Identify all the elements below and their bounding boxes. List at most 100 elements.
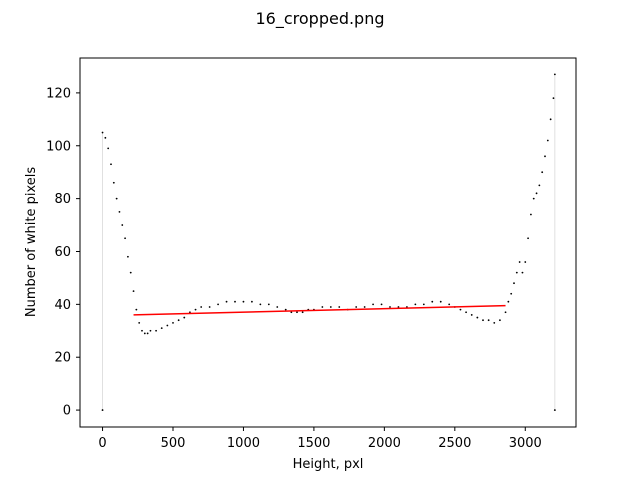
data-point	[166, 324, 169, 327]
x-tick-label: 1000	[227, 436, 260, 451]
data-point	[127, 255, 129, 258]
x-tick-label: 0	[98, 436, 106, 451]
data-point	[101, 409, 104, 411]
data-point	[546, 139, 549, 142]
data-point	[465, 311, 467, 314]
data-point	[372, 303, 374, 306]
data-point	[448, 303, 451, 306]
data-point	[251, 300, 253, 303]
series-layer	[101, 73, 556, 411]
data-point	[513, 282, 515, 285]
data-point	[267, 303, 270, 306]
data-point	[112, 181, 115, 184]
y-tick-label: 100	[46, 139, 71, 154]
data-point	[217, 303, 219, 306]
data-point	[135, 308, 138, 311]
data-point	[329, 306, 332, 308]
y-axis-ticks: 0 20 40 60 80 100 120	[46, 86, 80, 419]
y-tick-label: 20	[54, 351, 71, 366]
data-point	[553, 409, 556, 411]
plot-area	[80, 58, 576, 427]
data-point	[194, 308, 197, 311]
data-point	[141, 329, 143, 332]
data-point	[189, 311, 191, 314]
data-point	[487, 319, 490, 322]
data-point	[296, 311, 298, 314]
data-point	[504, 311, 507, 314]
data-point	[507, 300, 510, 303]
data-point	[431, 300, 434, 303]
x-tick-label: 1500	[297, 436, 330, 451]
data-point	[118, 210, 121, 213]
data-point	[146, 332, 149, 335]
data-point	[149, 329, 152, 332]
x-axis-ticks: 0 500 1000 1500 2000 2500 3000	[98, 427, 542, 451]
data-point	[476, 316, 479, 319]
data-point	[515, 271, 518, 274]
data-point	[259, 303, 262, 306]
data-point	[110, 163, 112, 166]
data-point	[290, 311, 293, 314]
x-tick-label: 500	[161, 436, 186, 451]
x-tick-label: 2500	[438, 436, 471, 451]
data-point	[115, 197, 118, 200]
data-point	[301, 311, 304, 314]
data-point	[208, 306, 211, 308]
data-point	[470, 314, 473, 316]
data-point	[355, 306, 358, 308]
axes-frame	[79, 57, 577, 428]
y-tick-label: 80	[54, 192, 71, 207]
data-point	[276, 306, 279, 308]
data-point	[225, 300, 228, 303]
data-point	[132, 290, 135, 293]
data-point	[518, 261, 521, 263]
data-point	[459, 308, 462, 311]
y-tick-label: 40	[54, 298, 71, 313]
x-tick-label: 2000	[368, 436, 401, 451]
data-point	[138, 321, 141, 324]
data-point	[242, 300, 245, 303]
data-point	[397, 306, 400, 308]
data-point	[422, 303, 425, 306]
data-point	[124, 237, 126, 240]
data-point	[338, 306, 341, 308]
data-point	[499, 319, 501, 322]
data-point	[101, 131, 104, 134]
y-axis-label: Number of white pixels	[24, 167, 39, 317]
fit-line	[133, 304, 506, 316]
y-tick-label: 60	[54, 245, 71, 260]
chart-title: 16_cropped.png	[255, 9, 384, 29]
data-point	[541, 171, 544, 174]
data-point	[530, 213, 532, 216]
data-point	[521, 271, 524, 274]
data-point	[439, 300, 442, 303]
y-tick-label: 0	[63, 404, 71, 419]
data-point	[414, 303, 417, 306]
data-point	[389, 306, 391, 308]
data-point	[160, 327, 163, 330]
data-point	[177, 319, 180, 322]
data-point	[363, 306, 366, 308]
data-point	[527, 237, 529, 240]
data-point	[183, 316, 186, 319]
data-point	[143, 332, 146, 335]
y-tick-label: 120	[46, 86, 71, 101]
data-point	[544, 155, 546, 158]
x-tick-label: 3000	[509, 436, 542, 451]
data-point	[482, 319, 484, 322]
data-point	[553, 73, 556, 76]
data-point	[104, 136, 107, 139]
data-point	[552, 97, 555, 100]
data-point	[535, 192, 538, 195]
data-point	[129, 271, 132, 274]
data-point	[380, 303, 383, 306]
data-point	[321, 306, 324, 308]
data-point	[510, 292, 513, 295]
data-point	[493, 321, 496, 324]
data-point	[234, 300, 236, 303]
data-point	[284, 308, 287, 311]
data-point	[121, 224, 124, 226]
data-point	[172, 321, 174, 324]
data-point	[549, 118, 552, 121]
